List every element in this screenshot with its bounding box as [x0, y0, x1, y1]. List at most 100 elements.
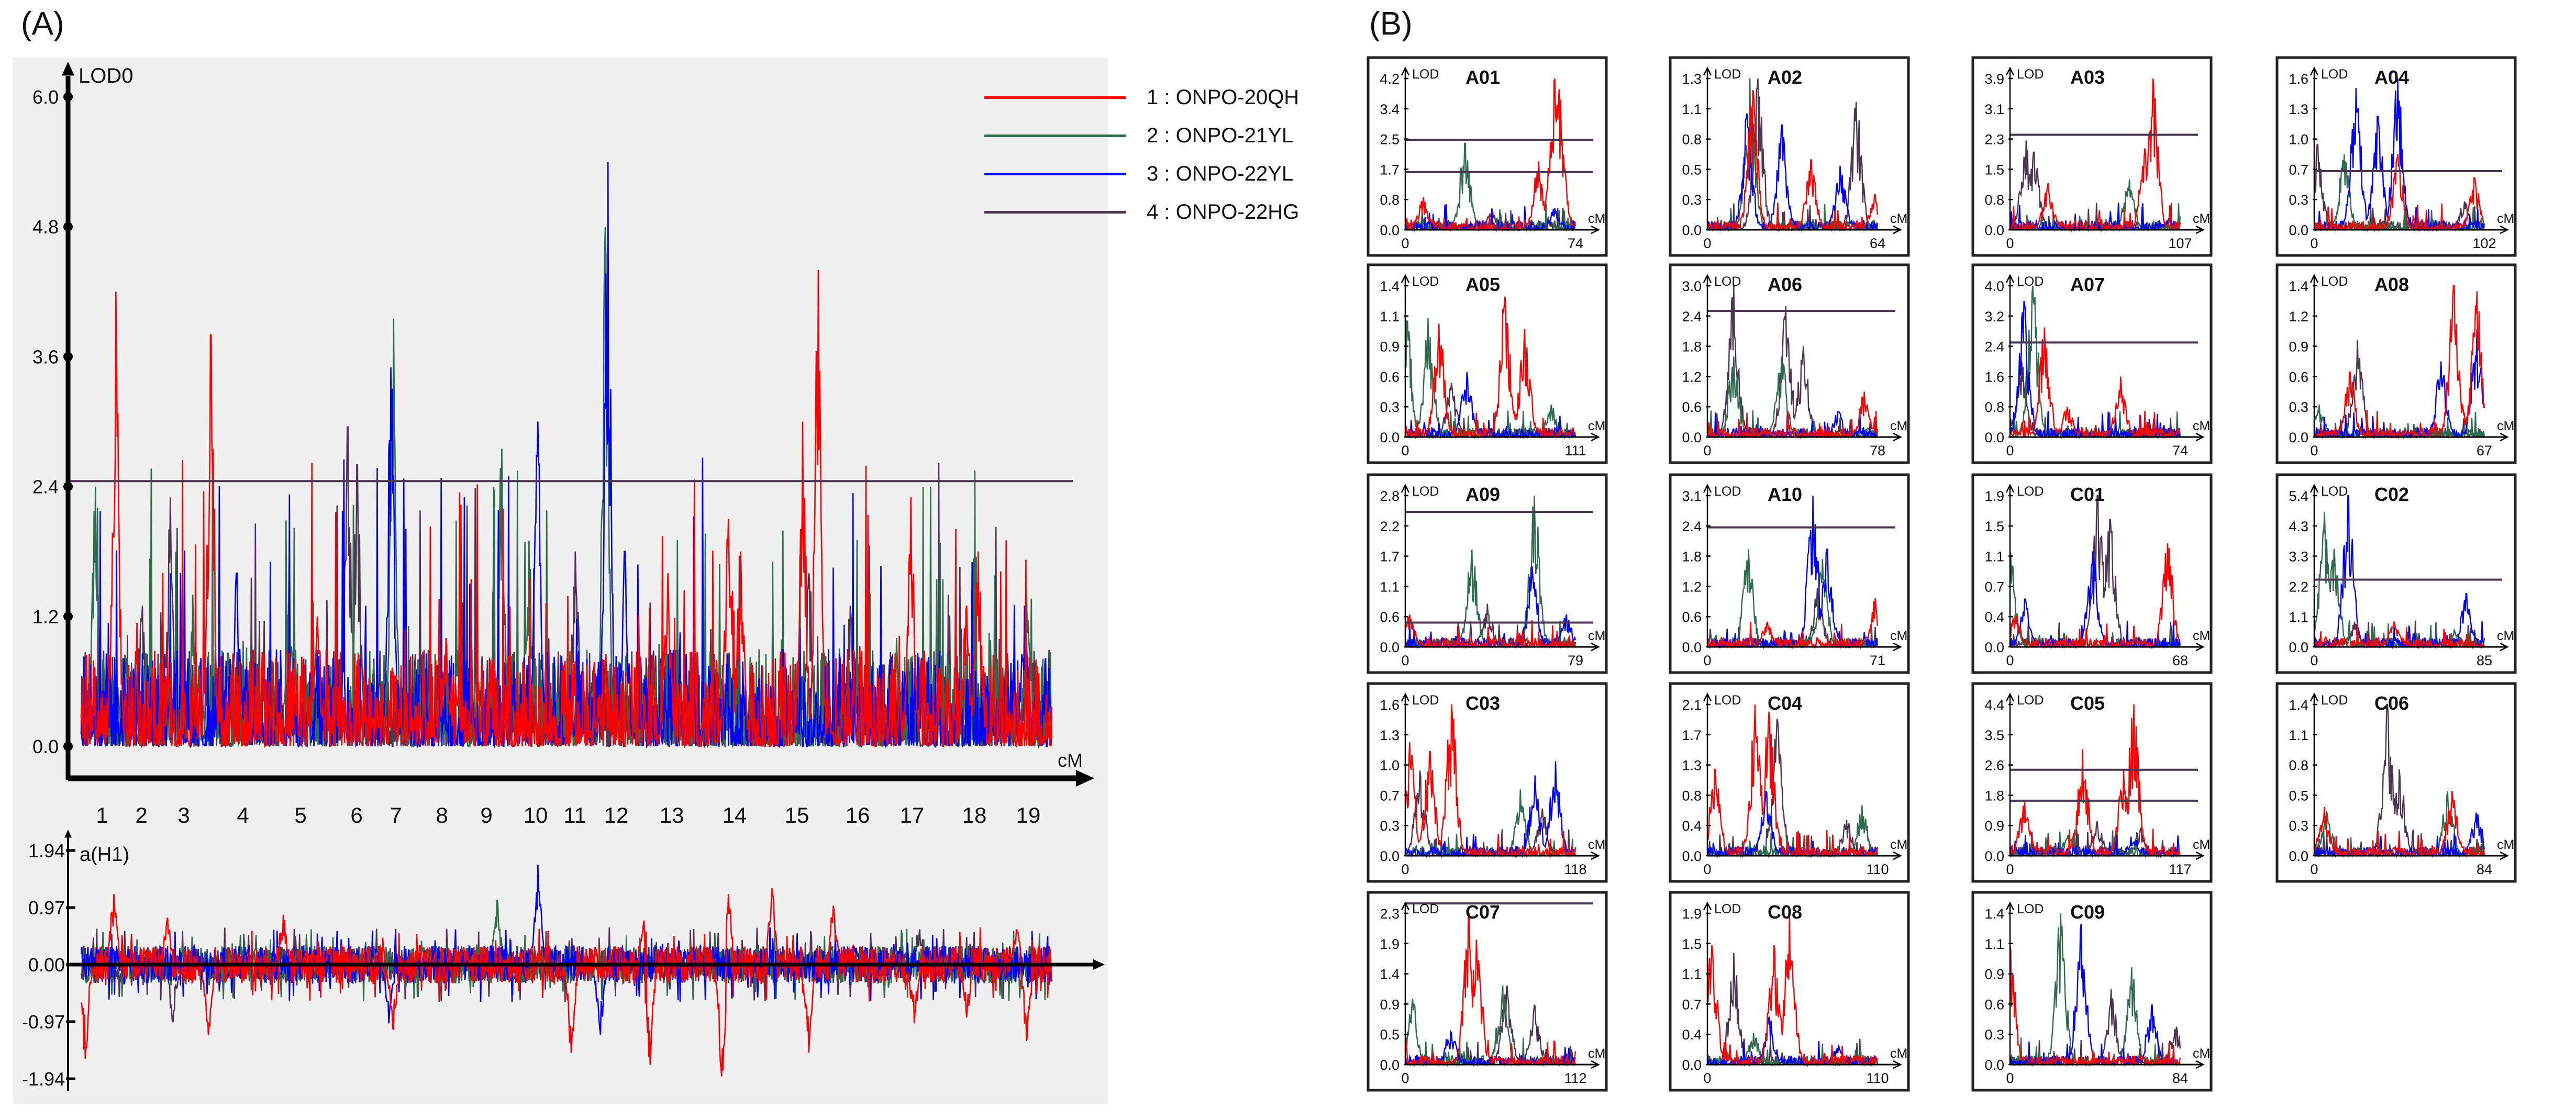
y-axis-arrow-icon: [1401, 274, 1410, 283]
y-tick-label: 0.0: [1380, 430, 1400, 445]
x-tick-label: 0: [1401, 236, 1409, 251]
y-tick-label: 1.8: [1984, 788, 2004, 803]
y-tick-label: 1.4: [1380, 278, 1400, 294]
y-tick-label: 2.1: [1682, 697, 1702, 713]
y-axis-arrow-icon: [1703, 484, 1712, 493]
panel-b-label: (B): [1369, 6, 1413, 42]
x-axis-label: cM: [2497, 211, 2514, 226]
x-axis-arrow-icon: [2195, 432, 2205, 442]
y-tick-label: 1.2: [32, 606, 59, 628]
legend-label: 3 : ONPO-22YL: [1147, 162, 1294, 185]
x-axis-arrow-icon: [2195, 851, 2205, 860]
x-tick-label: 85: [2477, 653, 2492, 668]
y-tick-label: 2.3: [1984, 132, 2004, 148]
y-tick-label: 3.5: [1984, 728, 2004, 743]
y-tick-label: 0.9: [2289, 339, 2308, 355]
y-tick-label: 1.1: [1682, 967, 1702, 982]
panel-title: C09: [2070, 901, 2105, 923]
x-axis-arrow-icon: [1093, 959, 1105, 970]
y-tick-label: 0.3: [1682, 192, 1702, 208]
y-axis-arrow-icon: [1703, 901, 1712, 911]
y-tick-label: -1.94: [22, 1068, 65, 1090]
y-tick-label: 1.2: [2289, 309, 2308, 324]
x-tick-label: 110: [1866, 1070, 1889, 1086]
y-tick-label: 3.1: [1682, 488, 1702, 504]
chromosome-label: 7: [390, 803, 402, 827]
y-tick-label: 0.0: [1984, 848, 2004, 864]
y-tick-label: 1.9: [1984, 488, 2004, 504]
chromosome-panel-A05: 0.0 0.3 0.6 0.9 1.1 1.4 LOD A05 cM 0 111: [1367, 263, 1608, 464]
x-tick-label: 0: [2006, 653, 2014, 668]
x-axis-label: cM: [1890, 419, 1907, 433]
x-tick-label: 68: [2172, 653, 2188, 668]
y-tick-label: 3.4: [1380, 102, 1400, 117]
y-tick-label: 0.4: [1984, 609, 2004, 625]
y-axis-label: LOD0: [79, 64, 134, 87]
lod-series-1: [2009, 704, 2181, 858]
panel-title: A09: [1465, 484, 1500, 505]
lod-series-1: [2009, 543, 2181, 649]
y-tick-label: 0.9: [1984, 967, 2004, 982]
chromosome-panel-A04: 0.0 0.3 0.7 1.0 1.3 1.6 LOD A04 cM 0 102: [2275, 56, 2517, 257]
chromosome-label: 17: [900, 803, 925, 827]
y-tick-label: 4.2: [1380, 71, 1400, 87]
y-axis-arrow-icon: [1703, 274, 1712, 283]
x-tick-label: 110: [1866, 861, 1889, 877]
x-tick-label: 64: [1870, 236, 1885, 251]
y-tick-label: 0.7: [1682, 997, 1702, 1012]
panel-title: A04: [2374, 66, 2409, 88]
y-tick-label: 0.3: [1380, 399, 1400, 415]
x-axis-label: cM: [1588, 1046, 1605, 1061]
lod-series-1: [80, 270, 1053, 749]
lod-series-1: [2313, 154, 2484, 232]
y-axis-arrow-icon: [2309, 484, 2319, 493]
legend-label: 4 : ONPO-22HG: [1147, 200, 1300, 223]
y-tick-label: 1.6: [2289, 71, 2308, 87]
y-tick: [63, 92, 73, 102]
y-tick-label: 0.6: [1380, 369, 1400, 385]
y-tick-label: 2.2: [2289, 579, 2308, 595]
y-tick-label: 1.4: [2289, 278, 2308, 294]
y-tick-label: 3.9: [1984, 71, 2004, 87]
y-axis-label: LOD: [2321, 67, 2348, 82]
lod-series-1: [2313, 621, 2485, 650]
x-axis-label: cM: [2193, 629, 2210, 643]
x-axis-label: cM: [2193, 1046, 2210, 1061]
x-tick-label: 117: [2169, 861, 2191, 877]
y-tick-label: 1.1: [2289, 728, 2308, 743]
chromosome-panel-C03: 0.0 0.3 0.7 1.0 1.3 1.6 LOD C03 cM 0 118: [1367, 682, 1608, 883]
x-axis-label: cM: [1588, 211, 1605, 226]
chromosome-label: 13: [660, 803, 684, 827]
y-tick-label: 2.6: [1984, 758, 2004, 774]
x-axis-label: cM: [1588, 837, 1605, 852]
y-tick: [63, 742, 73, 751]
y-tick-label: 0.0: [1380, 1057, 1400, 1073]
y-tick-label: 2.4: [1682, 309, 1702, 324]
panel-title: A07: [2070, 274, 2105, 295]
y-tick-label: 6.0: [32, 86, 59, 108]
y-tick: [63, 482, 73, 491]
y-axis-label: LOD: [2017, 67, 2044, 82]
y-axis-arrow-icon: [1703, 66, 1712, 76]
panel-title: A10: [1768, 484, 1802, 505]
chromosome-panel-C01: 0.0 0.4 0.7 1.1 1.5 1.9 LOD C01 cM 0 68: [1971, 473, 2213, 674]
y-tick-label: 1.3: [1682, 758, 1702, 774]
y-tick-label: 0.8: [1984, 192, 2004, 208]
y-tick-label: 3.6: [32, 346, 59, 367]
x-axis-label: cM: [1890, 629, 1907, 643]
x-tick-label: 0: [1401, 861, 1409, 877]
lod-series-4: [2009, 140, 2181, 232]
y-tick-label: 0.6: [1984, 997, 2004, 1012]
y-tick-label: 0.8: [1984, 399, 2004, 415]
chromosome-label: 9: [480, 803, 492, 827]
chromosome-label: 4: [237, 803, 249, 827]
y-tick-label: 3.3: [2289, 549, 2308, 565]
y-tick-label: 0.0: [1380, 222, 1400, 238]
y-tick-label: 1.5: [1984, 162, 2004, 177]
x-axis-arrow-icon: [1075, 770, 1094, 787]
legend: 1 : ONPO-20QH 2 : ONPO-21YL 3 : ONPO-22Y…: [984, 79, 1299, 231]
y-tick-label: 1.6: [1380, 697, 1400, 713]
y-axis-label: LOD: [2017, 693, 2044, 708]
y-tick-label: 0.6: [2289, 369, 2308, 385]
x-tick-label: 0: [2006, 861, 2014, 877]
